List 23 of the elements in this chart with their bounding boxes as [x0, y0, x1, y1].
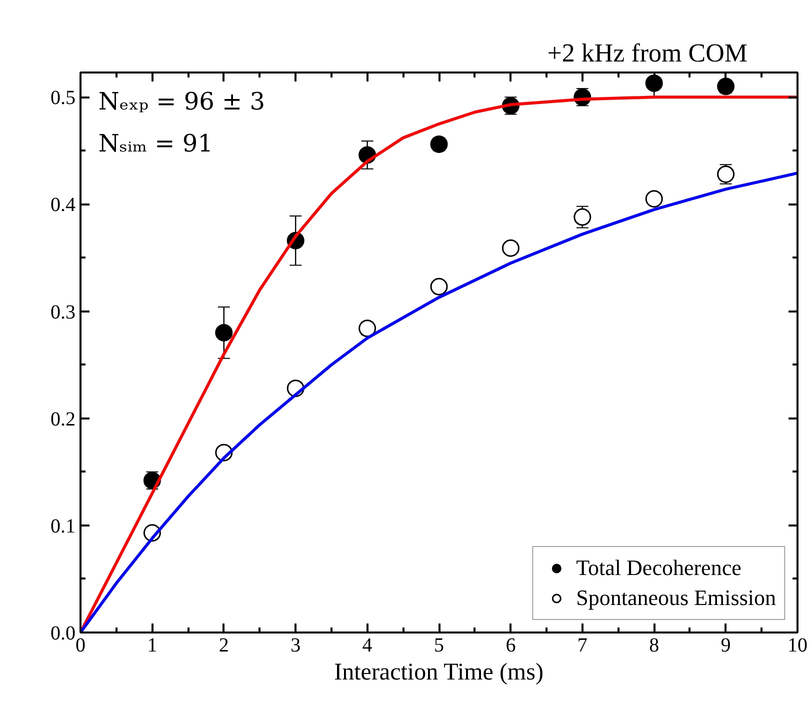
annotation: Nₑₓₚ = 96 ± 3 — [98, 88, 266, 116]
x-tick-label: 8 — [649, 634, 660, 656]
legend-label: Spontaneous Emission — [576, 585, 776, 611]
x-axis-title: Interaction Time (ms) — [334, 660, 544, 686]
x-tick-label: 7 — [577, 634, 588, 656]
x-tick-label: 3 — [290, 634, 301, 656]
y-tick-label: 0.1 — [50, 515, 76, 538]
x-tick-label: 5 — [434, 634, 444, 656]
x-tick-label: 10 — [788, 634, 808, 656]
y-tick-label: 0.4 — [50, 194, 76, 216]
x-tick-label: 1 — [147, 634, 158, 656]
x-tick-label: 2 — [218, 634, 229, 656]
y-tick-label: 0.3 — [50, 301, 76, 324]
x-tick-label: 9 — [720, 634, 731, 656]
annotation: Nₛᵢₘ = 91 — [98, 130, 213, 158]
x-tick-label: 6 — [506, 634, 516, 656]
x-tick-label: 4 — [362, 634, 372, 656]
text: +2 kHz from COM — [547, 38, 748, 68]
x-tick-label: 0 — [76, 634, 86, 656]
y-tick-label: 0.2 — [50, 408, 76, 430]
y-tick-label: 0.0 — [50, 622, 76, 644]
legend-label: Total Decoherence — [576, 555, 742, 581]
y-tick-label: 0.5 — [50, 87, 76, 110]
